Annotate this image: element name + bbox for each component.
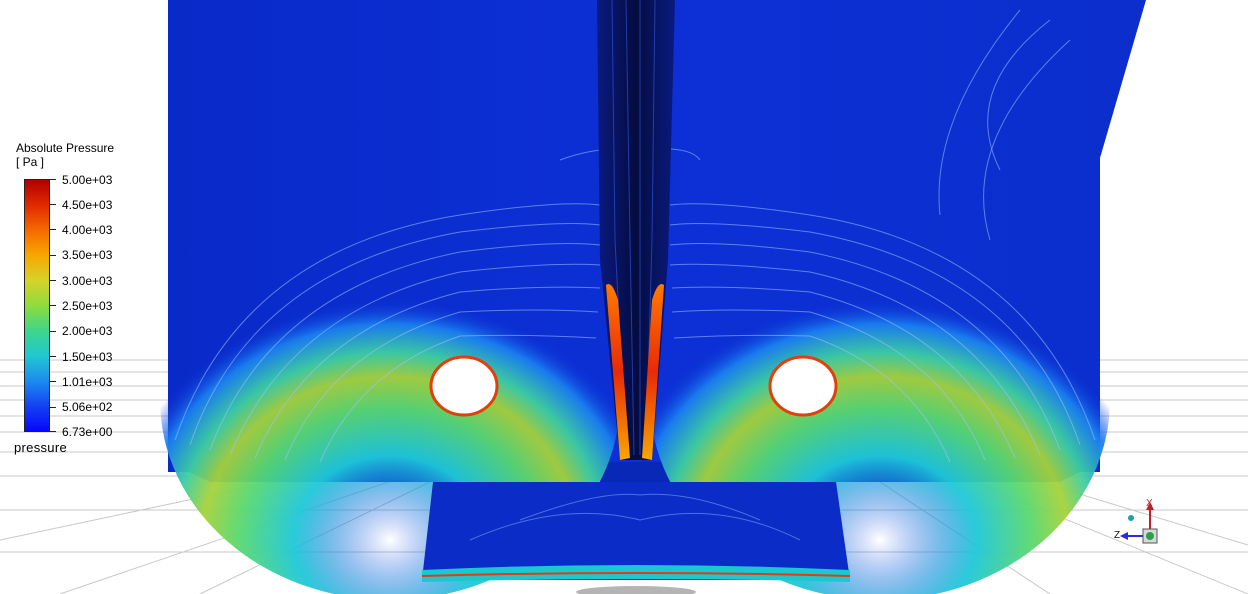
wake-streaks	[611, 0, 656, 456]
triad-x-label: X	[1146, 498, 1153, 509]
axis-triad[interactable]	[1120, 502, 1158, 544]
jet-plume-left	[606, 284, 630, 460]
triad-z-label: Z	[1114, 530, 1121, 541]
jet-plume-right	[642, 284, 664, 460]
cylinder-hole-right	[768, 355, 838, 417]
axis-triad-icon	[1146, 532, 1154, 540]
contour-lines	[174, 9, 1096, 463]
pressure-contour-domain	[160, 0, 1146, 594]
lower-duct-section	[421, 482, 851, 594]
cylinder-hole-left	[429, 355, 499, 417]
